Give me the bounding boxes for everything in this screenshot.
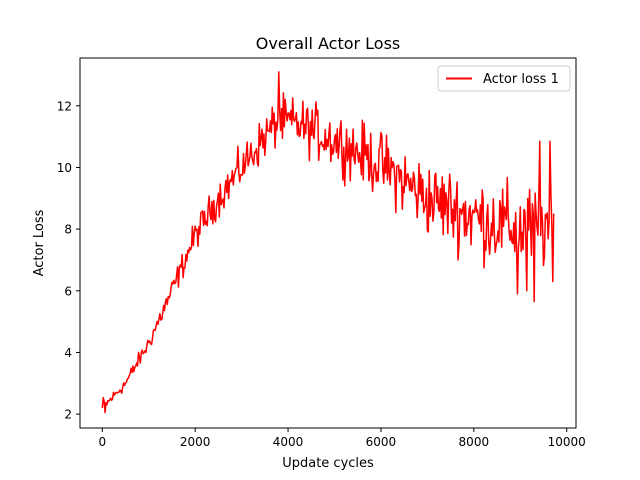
y-tick-label: 12 — [57, 99, 72, 113]
y-tick-label: 2 — [64, 408, 72, 422]
y-axis: 2 4 6 8 10 12 — [57, 99, 80, 422]
y-tick-label: 6 — [64, 284, 72, 298]
x-tick-label: 2000 — [180, 435, 211, 449]
y-tick-label: 8 — [64, 223, 72, 237]
x-tick-label: 8000 — [459, 435, 490, 449]
chart-title: Overall Actor Loss — [256, 34, 401, 53]
x-tick-label: 0 — [98, 435, 106, 449]
series-line-actor-loss-1 — [101, 71, 555, 414]
x-tick-label: 10000 — [548, 435, 586, 449]
y-axis-label: Actor Loss — [32, 209, 47, 276]
x-tick-label: 6000 — [366, 435, 397, 449]
x-axis: 0 2000 4000 6000 8000 10000 — [98, 428, 586, 449]
plot-frame — [79, 57, 577, 429]
legend-box — [437, 65, 571, 92]
y-tick-label: 4 — [64, 346, 72, 360]
x-tick-label: 4000 — [273, 435, 304, 449]
x-axis-label: Update cycles — [282, 456, 374, 471]
y-tick-label: 10 — [57, 161, 72, 175]
series-layer — [101, 71, 555, 414]
legend: Actor loss 1 — [437, 65, 571, 92]
legend-entry-label: Actor loss 1 — [483, 72, 559, 87]
